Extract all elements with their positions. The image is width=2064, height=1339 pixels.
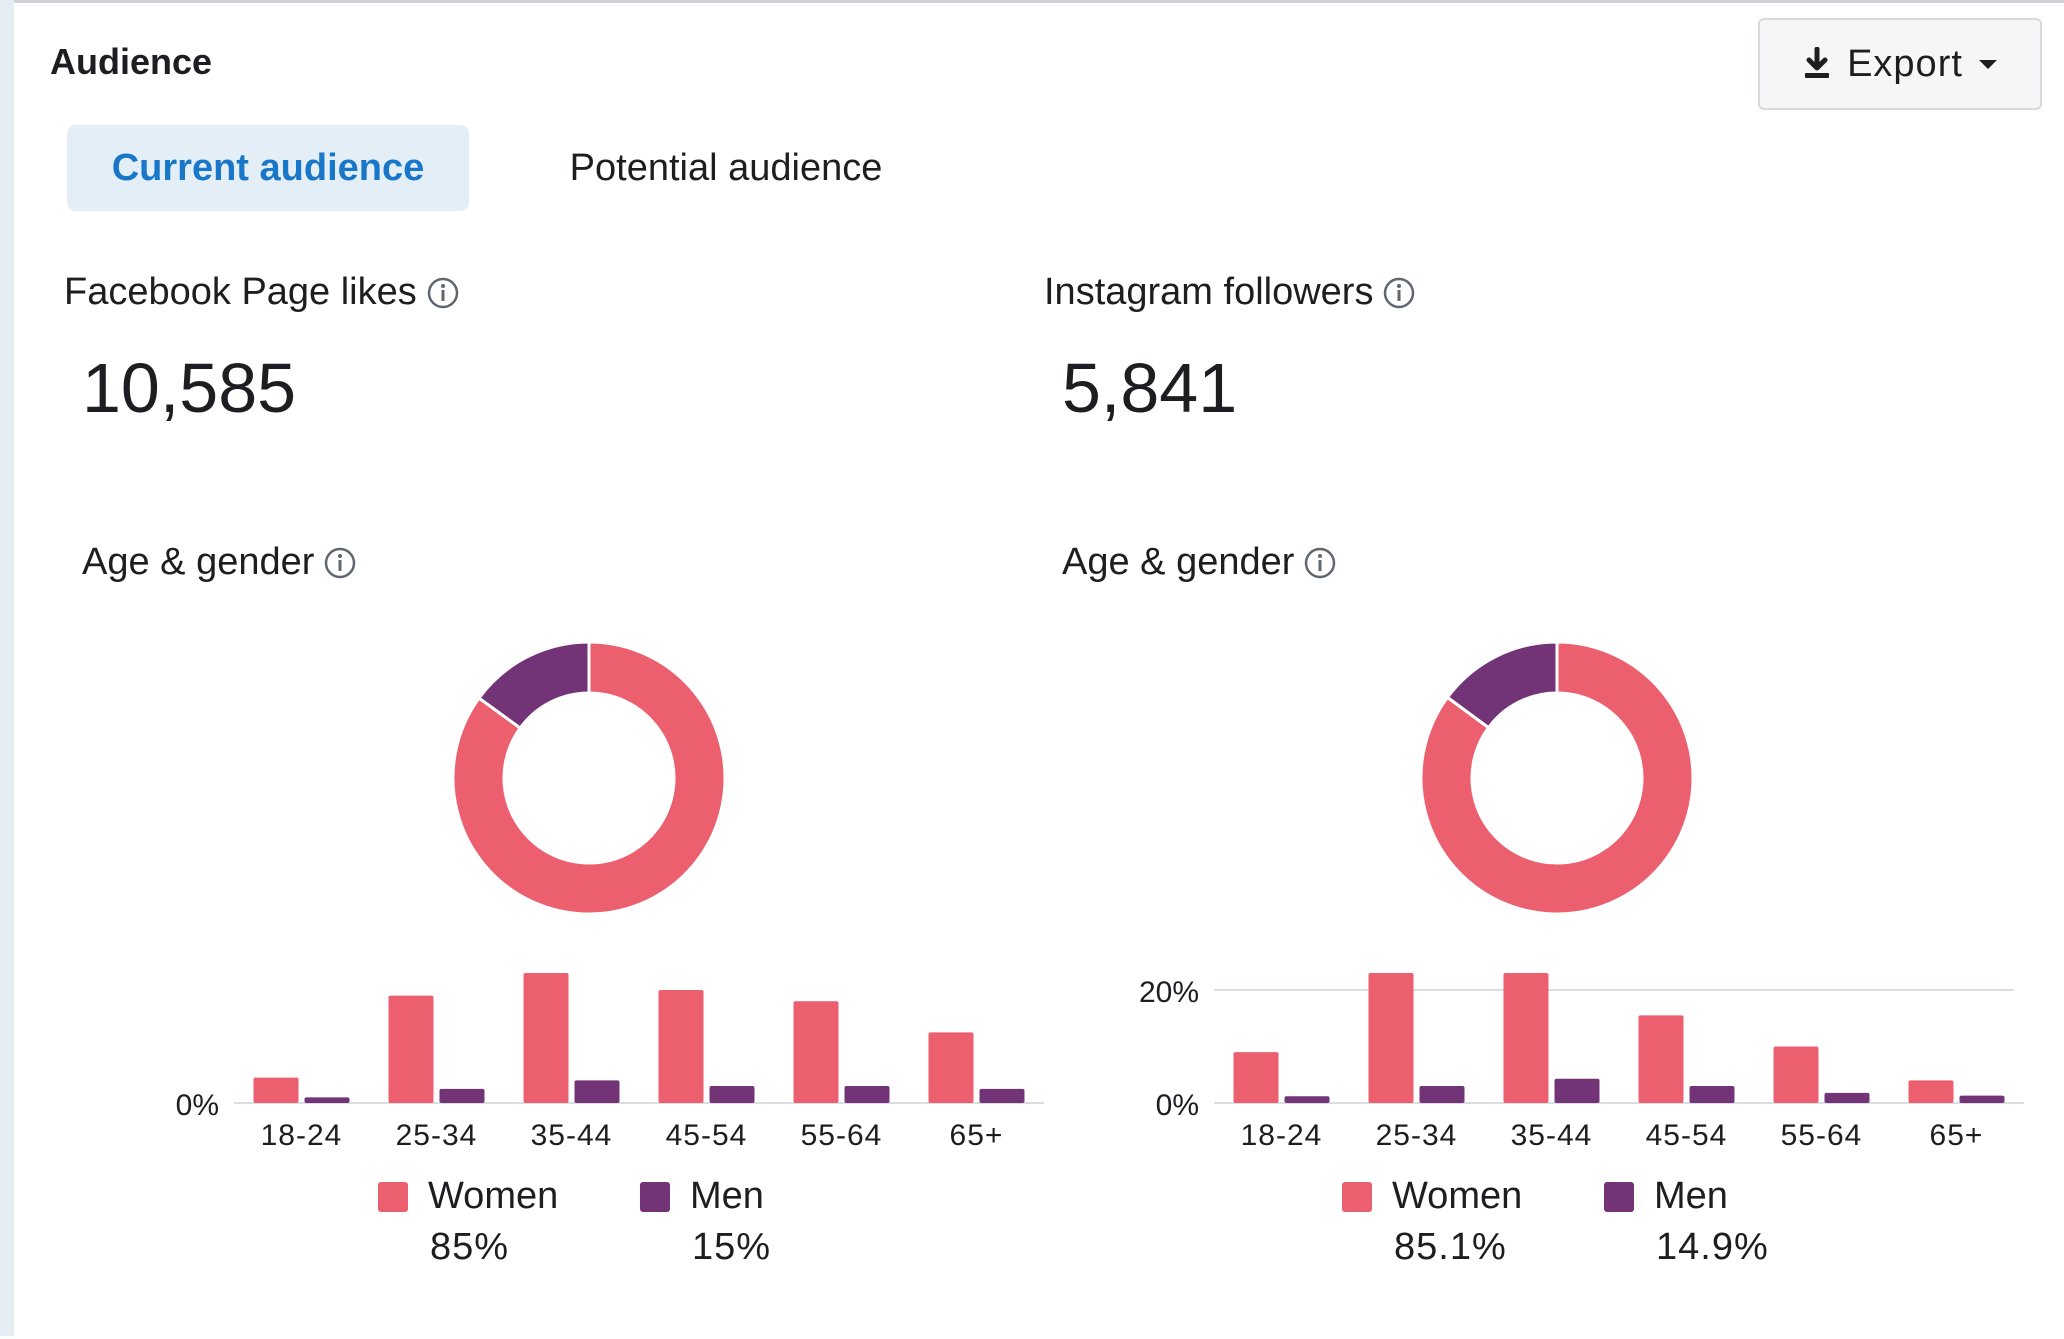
donut-slice-men[interactable] — [476, 640, 591, 731]
bar-men-55-64[interactable] — [844, 1086, 890, 1103]
left-border — [0, 0, 14, 1336]
facebook-likes-label: Facebook Page likes — [64, 271, 459, 314]
x-tick-label: 25-34 — [396, 1119, 478, 1152]
donut-slice-women[interactable] — [1419, 640, 1695, 916]
bar-men-35-44[interactable] — [574, 1080, 620, 1103]
x-tick-label: 65+ — [950, 1119, 1004, 1152]
x-tick-label: 45-54 — [666, 1119, 748, 1152]
x-tick-label: 55-64 — [1781, 1119, 1863, 1152]
x-tick-label: 35-44 — [1511, 1119, 1593, 1152]
x-tick-label: 35-44 — [531, 1119, 613, 1152]
bar-men-18-24[interactable] — [1284, 1096, 1330, 1103]
instagram-column: Instagram followers 5,841 Age & gender 0… — [1044, 3, 2024, 1339]
download-icon — [1805, 47, 1830, 78]
legend-women-label: Women — [1392, 1175, 1523, 1217]
x-tick-label: 55-64 — [801, 1119, 883, 1152]
x-tick-label: 18-24 — [261, 1119, 343, 1152]
bar-men-55-64[interactable] — [1824, 1092, 1870, 1103]
bar-women-45-54[interactable] — [1638, 1015, 1684, 1103]
bar-men-25-34[interactable] — [439, 1088, 485, 1103]
instagram-age-gender-label: Age & gender — [1062, 541, 1336, 584]
facebook-age-gender-text: Age & gender — [82, 541, 315, 583]
bar-men-35-44[interactable] — [1554, 1078, 1600, 1103]
bar-men-45-54[interactable] — [709, 1086, 755, 1103]
legend-women: Women 85% — [378, 1175, 558, 1269]
facebook-age-gender-label: Age & gender — [82, 541, 356, 584]
info-icon[interactable] — [1383, 277, 1415, 309]
facebook-age-bar-chart: 0% 18-24 25-34 35-44 45-54 55-64 65+ — [176, 973, 1044, 1152]
top-border — [0, 0, 2064, 3]
bar-women-45-54[interactable] — [658, 989, 704, 1103]
legend-women: Women 85.1% — [1342, 1175, 1522, 1269]
donut-slice-women[interactable] — [451, 640, 727, 916]
y-tick-label: 20% — [1139, 976, 1199, 1009]
legend-men-label: Men — [1654, 1175, 1728, 1217]
legend-men: Men 14.9% — [1604, 1175, 1769, 1269]
legend-women-pct: 85% — [430, 1226, 510, 1268]
legend-women-label: Women — [428, 1175, 559, 1217]
instagram-gender-donut — [1419, 640, 1695, 916]
x-tick-label: 18-24 — [1241, 1119, 1323, 1152]
x-tick-label: 65+ — [1930, 1119, 1984, 1152]
bar-men-18-24[interactable] — [304, 1097, 350, 1103]
export-label: Export — [1847, 42, 1963, 85]
export-button[interactable]: Export — [1758, 18, 2042, 110]
bar-women-18-24[interactable] — [1233, 1052, 1279, 1103]
bar-men-25-34[interactable] — [1419, 1086, 1465, 1103]
x-tick-label: 45-54 — [1646, 1119, 1728, 1152]
bar-women-25-34[interactable] — [1368, 973, 1414, 1103]
y-tick-label: 0% — [176, 1089, 219, 1122]
facebook-likes-text: Facebook Page likes — [64, 271, 417, 313]
x-tick-label: 25-34 — [1376, 1119, 1458, 1152]
bar-women-18-24[interactable] — [253, 1077, 299, 1103]
bar-women-55-64[interactable] — [1773, 1046, 1819, 1103]
bar-women-65+[interactable] — [1908, 1080, 1954, 1103]
facebook-likes-value: 10,585 — [82, 349, 297, 427]
instagram-followers-value: 5,841 — [1062, 349, 1238, 427]
bar-women-35-44[interactable] — [1503, 973, 1549, 1103]
bar-men-45-54[interactable] — [1689, 1086, 1735, 1103]
bar-men-65+[interactable] — [1959, 1095, 2005, 1103]
info-icon[interactable] — [324, 547, 356, 579]
page-title: Audience — [50, 41, 213, 82]
audience-panel: Audience Export Current audience Potenti… — [14, 3, 2064, 1336]
bar-women-65+[interactable] — [928, 1032, 974, 1103]
instagram-followers-text: Instagram followers — [1044, 271, 1374, 313]
bar-women-25-34[interactable] — [388, 995, 434, 1103]
donut-slice-men[interactable] — [1445, 640, 1559, 730]
legend-women-pct: 85.1% — [1394, 1226, 1507, 1268]
legend-men: Men 15% — [640, 1175, 771, 1269]
info-icon[interactable] — [1304, 547, 1336, 579]
women-swatch — [1342, 1181, 1372, 1212]
info-icon[interactable] — [427, 277, 459, 309]
y-tick-label: 0% — [1156, 1089, 1199, 1122]
caret-down-icon — [1978, 60, 1997, 69]
facebook-column: Facebook Page likes 10,585 Age & gender … — [64, 3, 1044, 1339]
legend-men-pct: 14.9% — [1656, 1226, 1769, 1268]
legend-men-label: Men — [690, 1175, 764, 1217]
instagram-age-bar-chart: 0% 20% 18-24 25-34 35-44 45-54 55-64 65+ — [1139, 973, 2024, 1152]
men-swatch — [1604, 1181, 1634, 1212]
tab-current-audience[interactable]: Current audience — [67, 125, 469, 211]
bar-men-65+[interactable] — [979, 1088, 1025, 1103]
instagram-followers-label: Instagram followers — [1044, 271, 1415, 314]
tab-potential-audience[interactable]: Potential audience — [569, 146, 883, 189]
women-swatch — [378, 1181, 408, 1212]
bar-women-55-64[interactable] — [793, 1001, 839, 1103]
instagram-age-gender-text: Age & gender — [1062, 541, 1295, 583]
facebook-gender-donut — [451, 640, 727, 916]
bar-women-35-44[interactable] — [523, 973, 569, 1103]
legend-men-pct: 15% — [692, 1226, 772, 1268]
men-swatch — [640, 1181, 670, 1212]
